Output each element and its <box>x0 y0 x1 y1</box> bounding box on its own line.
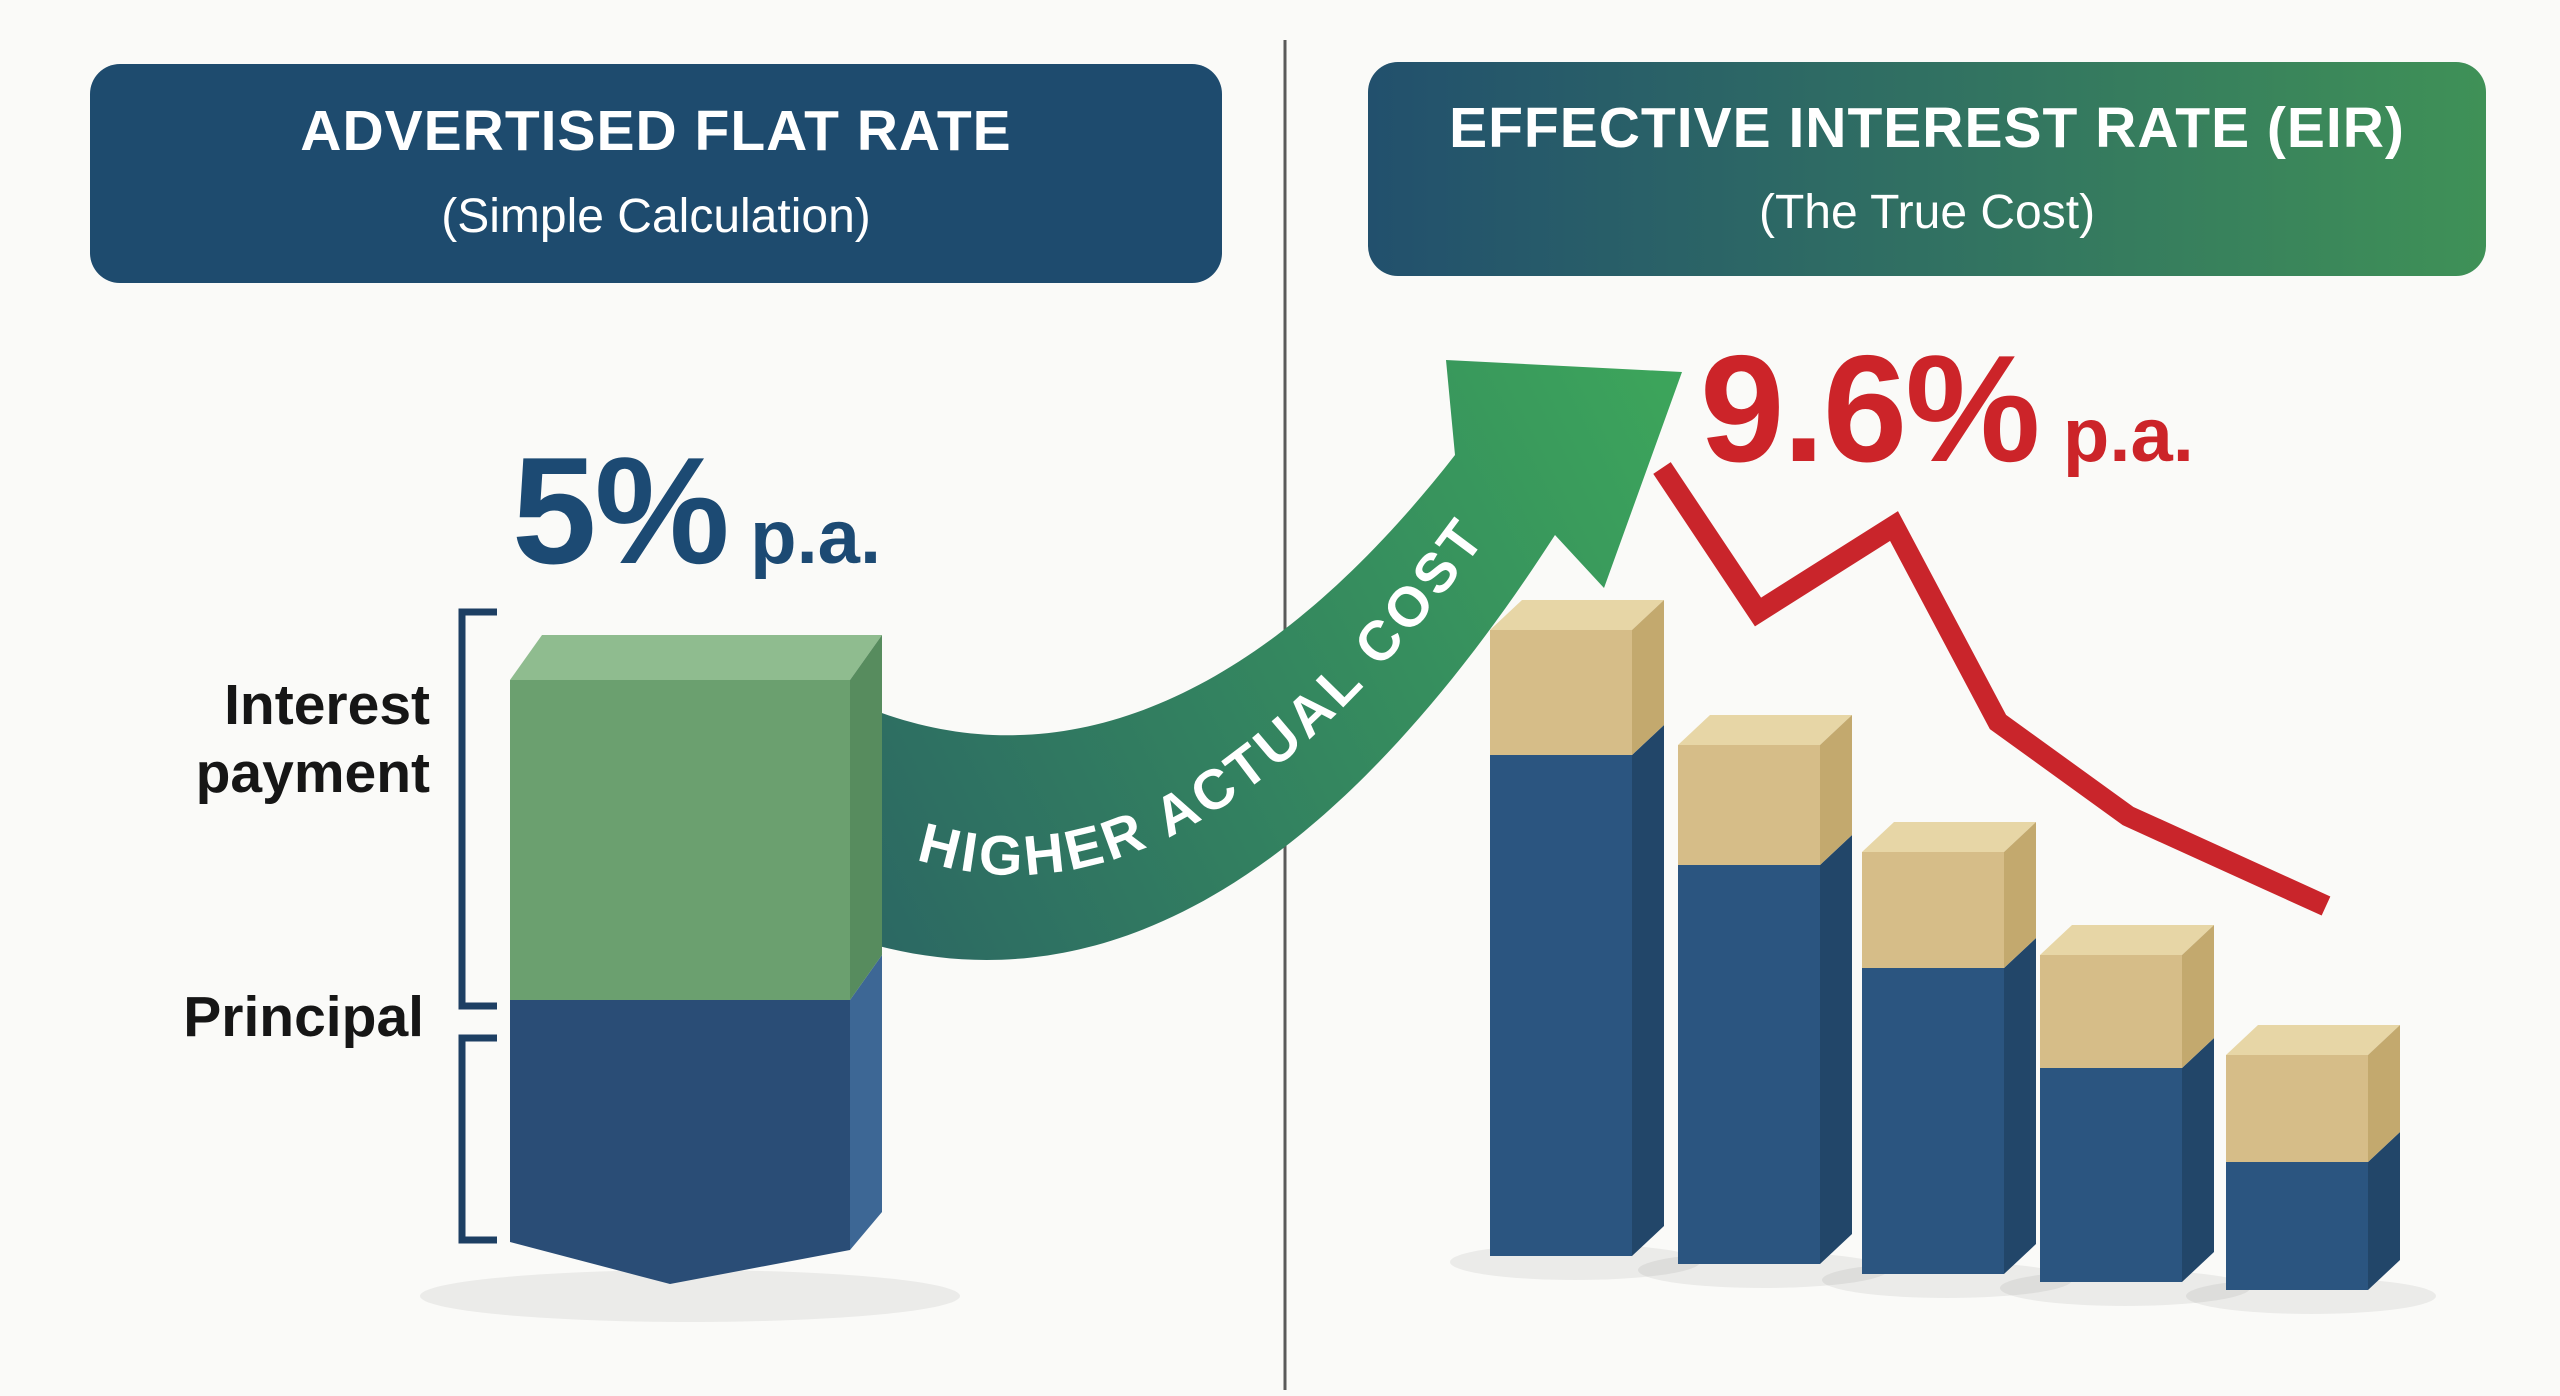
principal-side <box>1632 725 1664 1256</box>
interest-front <box>2040 955 2182 1068</box>
principal-label: Principal <box>183 985 424 1049</box>
interest-top <box>1490 600 1664 630</box>
interest-front <box>1490 630 1632 755</box>
bar-shadow <box>420 1270 960 1322</box>
interest-side <box>1820 715 1852 865</box>
principal-bracket <box>458 1034 497 1244</box>
flat-rate-annotations: Interest payment Principal <box>183 608 497 1244</box>
interest-block-front <box>510 680 850 1000</box>
interest-front <box>1678 745 1820 865</box>
eir-trend-line <box>1653 462 2331 916</box>
eir-bar-3 <box>1822 822 2072 1298</box>
interest-label-line2: payment <box>196 741 430 805</box>
principal-front <box>2040 1068 2182 1282</box>
flat-rate-unit: p.a. <box>750 495 881 580</box>
eir-bar-1 <box>1450 600 1700 1280</box>
principal-side <box>2182 1038 2214 1282</box>
eir-bars <box>1450 600 2436 1314</box>
interest-bracket <box>458 608 497 1010</box>
right-header-title: EFFECTIVE INTEREST RATE (EIR) <box>1449 96 2405 160</box>
interest-side <box>2182 925 2214 1068</box>
interest-top <box>2226 1025 2400 1055</box>
arrow-body <box>845 360 1682 960</box>
eir-bar-4 <box>2000 925 2250 1306</box>
right-header-card <box>1368 62 2486 276</box>
principal-block-side <box>850 955 882 1250</box>
principal-front <box>1862 968 2004 1274</box>
interest-label-line1: Interest <box>224 673 430 737</box>
principal-front <box>1678 865 1820 1264</box>
interest-block-side <box>850 635 882 1000</box>
left-header: ADVERTISED FLAT RATE (Simple Calculation… <box>90 64 1222 283</box>
flat-rate-bar <box>420 635 960 1322</box>
eir-bar-2 <box>1638 715 1888 1288</box>
interest-front <box>2226 1055 2368 1162</box>
principal-block-front <box>510 1000 850 1284</box>
interest-front <box>1862 852 2004 968</box>
principal-side <box>2368 1132 2400 1290</box>
right-header: EFFECTIVE INTEREST RATE (EIR) (The True … <box>1368 62 2486 276</box>
left-header-subtitle: (Simple Calculation) <box>441 190 871 243</box>
interest-top <box>1678 715 1852 745</box>
interest-top <box>2040 925 2214 955</box>
eir-rate-value: 9.6% p.a. <box>1700 324 2194 494</box>
interest-top <box>1862 822 2036 852</box>
right-header-subtitle: (The True Cost) <box>1759 186 2095 239</box>
flat-rate-percent: 5% <box>512 426 728 596</box>
left-header-card <box>90 64 1222 283</box>
principal-front <box>2226 1162 2368 1290</box>
principal-side <box>2004 938 2036 1274</box>
interest-side <box>2368 1025 2400 1162</box>
interest-block-top <box>510 635 882 680</box>
eir-rate-percent: 9.6% <box>1700 324 2038 494</box>
left-header-title: ADVERTISED FLAT RATE <box>300 99 1011 163</box>
flat-rate-value: 5% p.a. <box>512 426 881 596</box>
principal-front <box>1490 755 1632 1256</box>
interest-side <box>1632 600 1664 755</box>
eir-rate-unit: p.a. <box>2063 393 2194 478</box>
interest-side <box>2004 822 2036 968</box>
principal-side <box>1820 835 1852 1264</box>
eir-bar-5 <box>2186 1025 2436 1314</box>
